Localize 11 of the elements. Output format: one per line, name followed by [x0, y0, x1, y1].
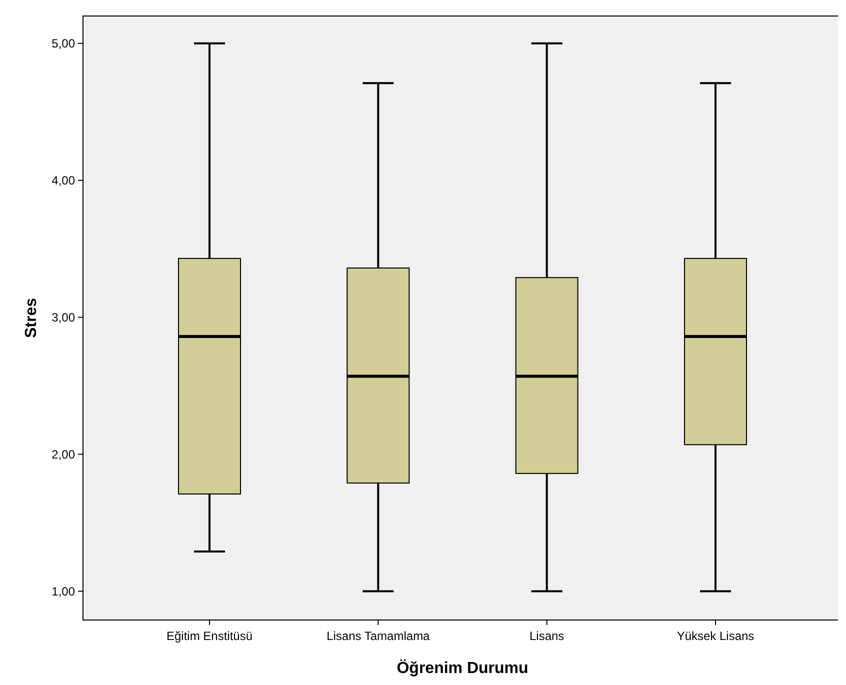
x-axis-title: Öğrenim Durumu [396, 659, 528, 677]
x-tick-label: Lisans Tamamlama [326, 629, 430, 643]
y-axis-title: Stres [23, 298, 40, 338]
y-tick-label: 5,00 [52, 36, 76, 51]
x-tick-label: Yüksek Lisans [676, 629, 754, 643]
y-tick-label: 4,00 [52, 174, 76, 188]
x-tick-label: Eğitim Enstitüsü [166, 629, 253, 643]
x-tick-label: Lisans [529, 629, 564, 643]
y-tick-label: 2,00 [52, 447, 76, 462]
y-tick-label: 3,00 [52, 310, 76, 325]
y-tick-label: 1,00 [52, 584, 76, 598]
